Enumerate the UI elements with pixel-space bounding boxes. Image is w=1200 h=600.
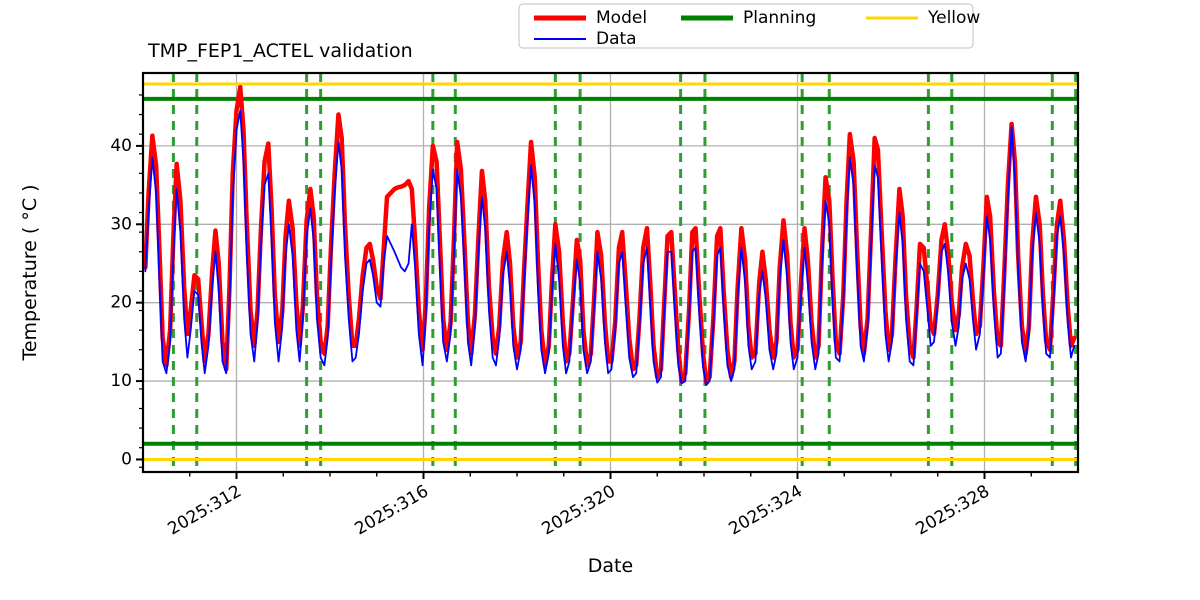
y-axis-title: Temperature ( °C ) [19, 184, 41, 361]
ytick-label: 30 [110, 214, 132, 234]
legend-label-planning: Planning [743, 8, 816, 28]
legend-entry[interactable]: Model [534, 8, 647, 28]
legend-box [518, 3, 974, 49]
ytick-label: 20 [110, 293, 132, 313]
series-line-data [144, 109, 1076, 386]
xtick-label: 2025:316 [351, 481, 432, 539]
legend-label-model: Model [596, 8, 647, 28]
xtick-label: 2025:320 [538, 481, 619, 539]
legend-label-yellow: Yellow [927, 8, 980, 28]
series-line-model [143, 84, 1077, 385]
legend-entry[interactable]: Data [534, 29, 637, 49]
chart-title: TMP_FEP1_ACTEL validation [147, 40, 413, 62]
x-axis-title: Date [588, 555, 633, 577]
legend-entry[interactable]: Yellow [866, 8, 980, 28]
xtick-label: 2025:328 [912, 481, 993, 539]
xtick-label: 2025:312 [164, 481, 245, 539]
xtick-label: 2025:324 [725, 481, 806, 539]
ytick-label: 40 [110, 136, 132, 156]
plot-content [143, 73, 1078, 472]
legend-entry[interactable]: Planning [681, 8, 816, 28]
legend-label-data: Data [596, 29, 637, 49]
ytick-label: 10 [110, 371, 132, 391]
ytick-label: 0 [121, 449, 132, 469]
